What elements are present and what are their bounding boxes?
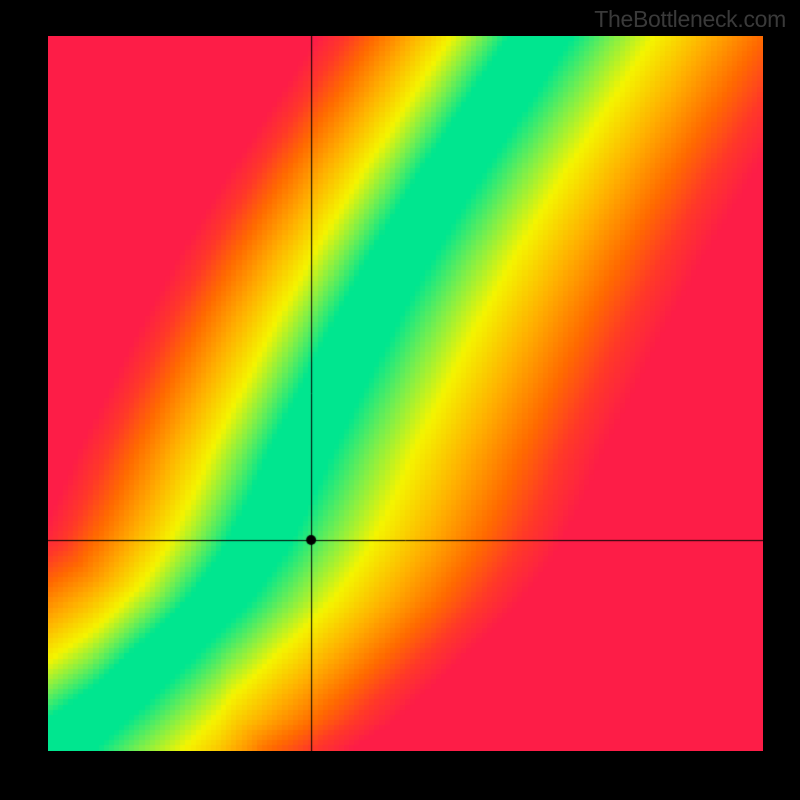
heatmap-plot [48, 36, 763, 751]
chart-container: TheBottleneck.com [0, 0, 800, 800]
watermark-text: TheBottleneck.com [594, 6, 786, 33]
heatmap-canvas [48, 36, 763, 751]
